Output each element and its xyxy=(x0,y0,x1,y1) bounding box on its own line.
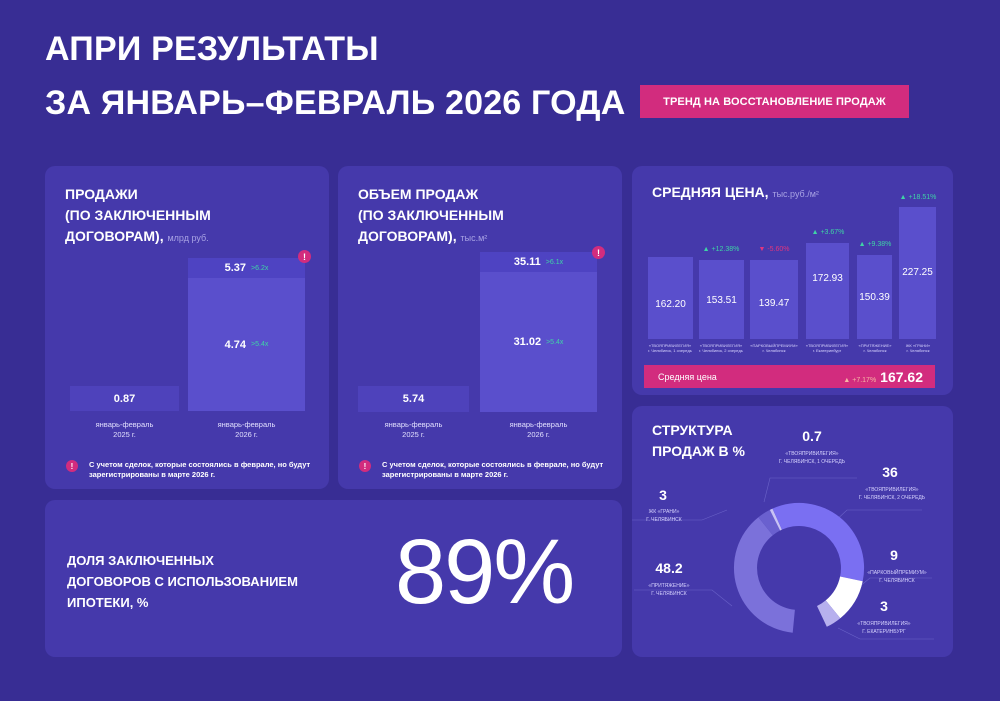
price-bar-5: 150.39 xyxy=(857,255,892,339)
average-price-change: ▲ +7.17% xyxy=(843,376,877,384)
page-title-line1: АПРИ РЕЗУЛЬТАТЫ xyxy=(45,30,379,68)
price-xlabel-1: «ТВОЯПРИВИЛЕГИЯ» г. Челябинск, 1 очередь xyxy=(648,343,692,353)
volume-unit: тыс.м² xyxy=(460,233,488,243)
volume-title: ОБЪЕМ ПРОДАЖ (ПО ЗАКЛЮЧЕННЫМ ДОГОВОРАМ),… xyxy=(358,186,504,244)
volume-bar-2025: 5.74 xyxy=(358,386,469,412)
alert-icon: ! xyxy=(298,250,311,263)
price-card: СРЕДНЯЯ ЦЕНА, тыс.руб./м² 162.20 153.51 … xyxy=(632,166,953,395)
segment-value-grani: 3 xyxy=(659,487,667,503)
sales-card: ПРОДАЖИ (ПО ЗАКЛЮЧЕННЫМ ДОГОВОРАМ), млрд… xyxy=(45,166,329,489)
note-alert-icon: ! xyxy=(66,460,78,472)
donut-segment-prityazhenie xyxy=(733,517,795,633)
mortgage-label: ДОЛЯ ЗАКЛЮЧЕННЫХ ДОГОВОРОВ С ИСПОЛЬЗОВАН… xyxy=(67,553,298,610)
segment-label-prityazhenie: «ПРИТЯЖЕНИЕ» Г. ЧЕЛЯБИНСК xyxy=(648,583,690,597)
segment-label-parkoviy: «ПАРКОВЫЙПРЕМИУМ» Г. ЧЕЛЯБИНСК xyxy=(867,570,927,584)
donut-segment-parkoviy xyxy=(825,576,863,619)
average-price-bar: Средняя цена ▲ +7.17% 167.62 xyxy=(644,365,935,388)
alert-icon: ! xyxy=(592,246,605,259)
sales-footnote: С учетом сделок, которые состоялись в фе… xyxy=(89,460,311,479)
volume-xlabel-2025: январь-февраль 2025 г. xyxy=(384,420,443,439)
segment-label-grani: ЖК «ГРАНИ» Г. ЧЕЛЯБИНСК xyxy=(646,509,682,523)
price-change-6: ▲ +18.51% xyxy=(899,194,937,201)
segment-value-parkoviy: 9 xyxy=(890,547,898,563)
segment-value-prityazhenie: 48.2 xyxy=(655,560,683,576)
sales-bar-2026: 4.74 >5.4x xyxy=(188,278,305,411)
page-title-line2: ЗА ЯНВАРЬ–ФЕВРАЛЬ 2026 ГОДА xyxy=(45,84,626,122)
price-bar-6: 227.25 xyxy=(899,207,936,339)
volume-card: ОБЪЕМ ПРОДАЖ (ПО ЗАКЛЮЧЕННЫМ ДОГОВОРАМ),… xyxy=(338,166,622,489)
segment-label-ekaterinburg: «ТВОЯПРИВИЛЕГИЯ» Г. ЕКАТЕРИНБУРГ xyxy=(857,621,911,635)
donut-segment-tvoya-2 xyxy=(772,502,865,582)
donut-segment-ekaterinburg xyxy=(817,600,841,627)
volume-bar-2026: 31.02 >5.4x xyxy=(480,272,597,412)
price-xlabel-3: «ПАРКОВЫЙПРЕМИУМ» г. Челябинск xyxy=(750,343,798,353)
price-change-2: ▲ +12.38% xyxy=(702,246,740,253)
donut-segment-tvoya-1 xyxy=(769,508,782,531)
segment-label-tvoya-2: «ТВОЯПРИВИЛЕГИЯ» Г. ЧЕЛЯБИНСК, 2 ОЧЕРЕДЬ xyxy=(858,487,926,501)
sales-bar-2025: 0.87 xyxy=(70,386,179,411)
sales-unit: млрд руб. xyxy=(167,233,209,243)
segment-value-ekaterinburg: 3 xyxy=(880,598,888,614)
sales-title: ПРОДАЖИ (ПО ЗАКЛЮЧЕННЫМ ДОГОВОРАМ), млрд… xyxy=(65,186,211,244)
mortgage-value: 89% xyxy=(395,521,575,623)
segment-label-tvoya-1: «ТВОЯПРИВИЛЕГИЯ» Г. ЧЕЛЯБИНСК, 1 ОЧЕРЕДЬ xyxy=(778,451,846,465)
sales-xlabel-2026: январь-февраль 2026 г. xyxy=(217,420,276,439)
price-bar-1: 162.20 xyxy=(648,257,693,339)
segment-value-tvoya-1: 0.7 xyxy=(802,428,822,444)
price-title: СРЕДНЯЯ ЦЕНА, тыс.руб./м² xyxy=(652,184,819,200)
price-change-5: ▲ +9.38% xyxy=(858,241,892,248)
price-xlabel-5: «ПРИТЯЖЕНИЕ» г. Челябинск xyxy=(858,343,892,353)
volume-xlabel-2026: январь-февраль 2026 г. xyxy=(509,420,568,439)
volume-footnote: С учетом сделок, которые состоялись в фе… xyxy=(382,460,604,479)
mortgage-card: ДОЛЯ ЗАКЛЮЧЕННЫХ ДОГОВОРОВ С ИСПОЛЬЗОВАН… xyxy=(45,500,622,657)
price-change-3: ▼ -5.60% xyxy=(758,246,790,253)
sales-xlabel-2025: январь-февраль 2025 г. xyxy=(95,420,154,439)
price-unit: тыс.руб./м² xyxy=(772,189,819,199)
price-change-4: ▲ +3.67% xyxy=(811,229,845,236)
price-xlabel-4: «ТВОЯПРИВИЛЕГИЯ» г. Екатеринбург xyxy=(805,343,849,353)
average-price-value: 167.62 xyxy=(880,368,923,385)
sales-bar-2026-total: 5.37 >6.2x xyxy=(188,258,305,278)
price-bar-4: 172.93 xyxy=(806,243,849,339)
donut-chart xyxy=(632,477,934,640)
structure-card: СТРУКТУРА ПРОДАЖ В % 0.7 xyxy=(632,406,953,657)
price-xlabel-2: «ТВОЯПРИВИЛЕГИЯ» г. Челябинск, 2 очередь xyxy=(699,343,743,353)
trend-badge: ТРЕНД НА ВОССТАНОВЛЕНИЕ ПРОДАЖ xyxy=(640,85,909,118)
price-bar-2: 153.51 xyxy=(699,260,744,339)
segment-value-tvoya-2: 36 xyxy=(882,464,898,480)
price-xlabel-6: ЖК «ГРАНИ» г. Челябинск xyxy=(905,343,931,353)
volume-bar-2026-total: 35.11 >6.1x xyxy=(480,252,597,272)
structure-title: СТРУКТУРА ПРОДАЖ В % xyxy=(652,422,745,459)
note-alert-icon: ! xyxy=(359,460,371,472)
price-bar-3: 139.47 xyxy=(750,260,798,339)
donut-segment-grani xyxy=(758,509,781,536)
